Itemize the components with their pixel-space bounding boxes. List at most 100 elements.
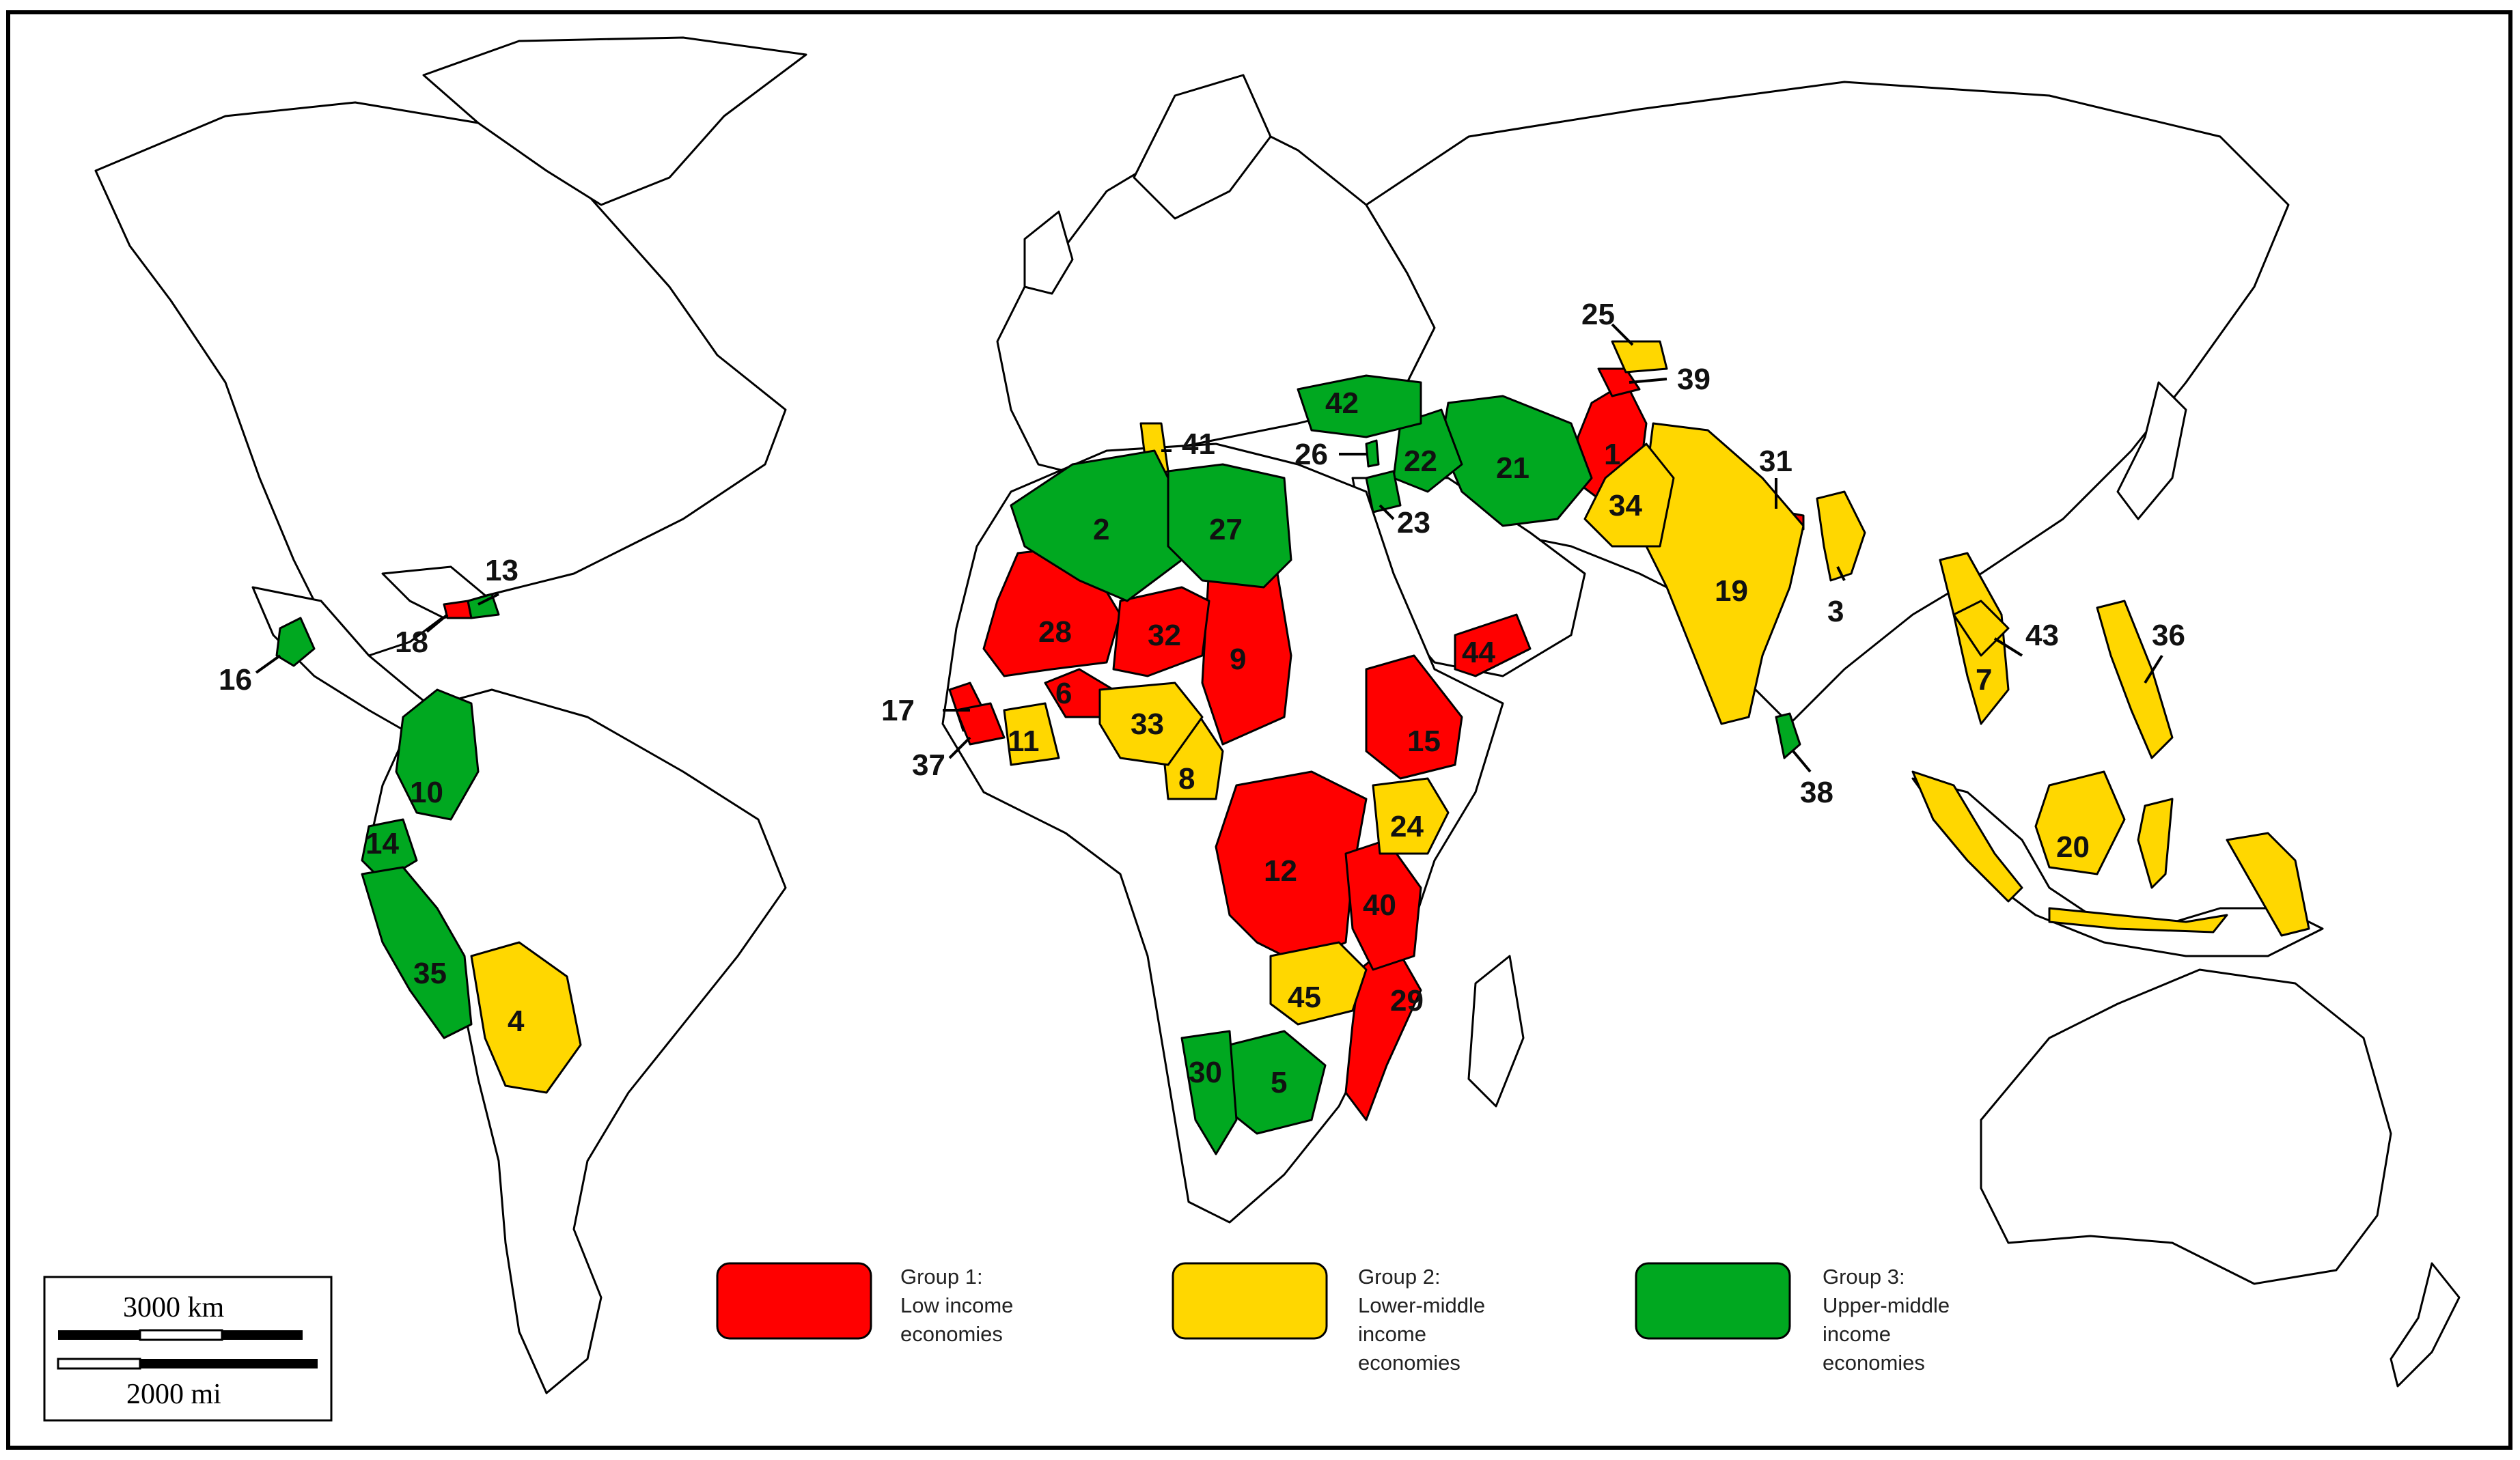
label-28: 28: [1038, 615, 1072, 649]
label-4: 4: [508, 1005, 525, 1038]
country-16[interactable]: [275, 617, 316, 667]
legend-swatch-yellow: [1172, 1262, 1328, 1340]
country-36[interactable]: [2096, 600, 2174, 759]
label-10: 10: [410, 776, 443, 809]
legend-group-3-line4: economies: [1823, 1351, 1925, 1375]
legend-group-1-line2: Low income: [900, 1293, 1013, 1317]
legend-group-2-line2: Lower-middle: [1358, 1293, 1485, 1317]
country-42[interactable]: [1297, 374, 1422, 438]
country-27[interactable]: [1167, 463, 1292, 589]
leader-43: [1993, 637, 2023, 657]
country-labels: 1 2 3 4 5 6 7 8 9 10 11 12 13 14 15 16 1…: [219, 298, 2185, 1099]
label-40: 40: [1363, 888, 1396, 922]
label-20: 20: [2056, 830, 2090, 864]
label-38: 38: [1800, 776, 1833, 809]
legend: Group 1: Low income economies Group 2: L…: [716, 1262, 1950, 1375]
country-20[interactable]: [2034, 770, 2126, 875]
leader-16: [255, 654, 281, 674]
leader-23: [1379, 504, 1395, 520]
leader-18: [426, 613, 449, 633]
scale-mi-label: 2000 mi: [126, 1379, 221, 1410]
label-22: 22: [1404, 445, 1437, 478]
legend-group-2-line3: income: [1358, 1322, 1426, 1346]
country-20-islands[interactable]: [1911, 770, 2310, 937]
country-35[interactable]: [361, 866, 473, 1039]
scale-mi-bar-white: [57, 1358, 141, 1370]
land-scandinavia: [1133, 74, 1272, 220]
legend-group-3-line3: income: [1823, 1322, 1891, 1346]
land-australia: [1980, 968, 2392, 1285]
country-23[interactable]: [1365, 470, 1402, 514]
label-45: 45: [1288, 981, 1321, 1014]
label-24: 24: [1390, 810, 1424, 843]
country-11[interactable]: [1003, 702, 1060, 766]
land-new-zealand: [2390, 1262, 2461, 1388]
label-14: 14: [365, 827, 399, 860]
country-34[interactable]: [1583, 443, 1675, 548]
country-33[interactable]: [1098, 682, 1204, 766]
country-15[interactable]: [1365, 654, 1463, 780]
country-25[interactable]: [1611, 340, 1668, 374]
country-24[interactable]: [1372, 777, 1450, 855]
label-31: 31: [1759, 445, 1792, 478]
label-1: 1: [1604, 438, 1620, 471]
label-30: 30: [1189, 1056, 1222, 1089]
label-35: 35: [413, 957, 447, 990]
legend-group-1-line3: economies: [900, 1322, 1003, 1346]
country-26[interactable]: [1365, 439, 1380, 468]
leader-3: [1836, 566, 1846, 581]
country-3[interactable]: [1816, 490, 1866, 582]
legend-group-3: Group 3: Upper-middle income economies: [1635, 1262, 1950, 1375]
label-9: 9: [1230, 643, 1246, 676]
country-37[interactable]: [955, 702, 1006, 746]
country-22[interactable]: [1392, 408, 1463, 493]
label-29: 29: [1390, 984, 1424, 1017]
scale-km-bar-black-right: [222, 1330, 303, 1340]
label-27: 27: [1209, 513, 1243, 546]
legend-swatch-red: [716, 1262, 872, 1340]
country-43[interactable]: [1952, 600, 2010, 657]
label-34: 34: [1609, 489, 1642, 522]
label-19: 19: [1715, 574, 1748, 608]
leader-36: [2144, 654, 2163, 684]
label-43: 43: [2025, 619, 2059, 652]
label-26: 26: [1294, 438, 1328, 471]
legend-group-3-line1: Group 3:: [1823, 1265, 1905, 1289]
label-17: 17: [881, 694, 915, 727]
country-4[interactable]: [470, 941, 582, 1094]
legend-group-1: Group 1: Low income economies: [716, 1262, 1013, 1346]
label-36: 36: [2152, 619, 2185, 652]
country-19[interactable]: [1638, 422, 1805, 725]
country-38[interactable]: [1775, 712, 1801, 759]
land-madagascar: [1467, 955, 1525, 1108]
country-39[interactable]: [1597, 367, 1641, 397]
leader-13: [477, 593, 499, 606]
legend-group-2: Group 2: Lower-middle income economies: [1172, 1262, 1485, 1375]
country-10[interactable]: [395, 688, 480, 821]
scale-bar-box: [43, 1276, 333, 1422]
leader-25: [1611, 323, 1634, 346]
label-12: 12: [1264, 854, 1297, 888]
label-21: 21: [1496, 451, 1529, 485]
label-5: 5: [1271, 1066, 1287, 1099]
country-32[interactable]: [1112, 586, 1210, 677]
label-39: 39: [1677, 363, 1711, 396]
label-11: 11: [1008, 725, 1040, 758]
leader-39: [1629, 378, 1667, 384]
scale-km-bar-white: [139, 1329, 223, 1341]
land-greenland: [422, 36, 807, 206]
country-13[interactable]: [467, 593, 500, 619]
label-13: 13: [485, 554, 518, 587]
country-30[interactable]: [1180, 1030, 1238, 1155]
label-8: 8: [1178, 762, 1195, 796]
label-6: 6: [1055, 677, 1072, 710]
country-45[interactable]: [1269, 941, 1368, 1026]
legend-group-2-line4: economies: [1358, 1351, 1460, 1375]
scale-km-label: 3000 km: [123, 1292, 225, 1323]
legend-swatch-green: [1635, 1262, 1791, 1340]
country-9[interactable]: [1201, 565, 1292, 746]
label-33: 33: [1131, 707, 1164, 741]
country-44[interactable]: [1454, 613, 1532, 677]
leader-38: [1792, 750, 1812, 773]
